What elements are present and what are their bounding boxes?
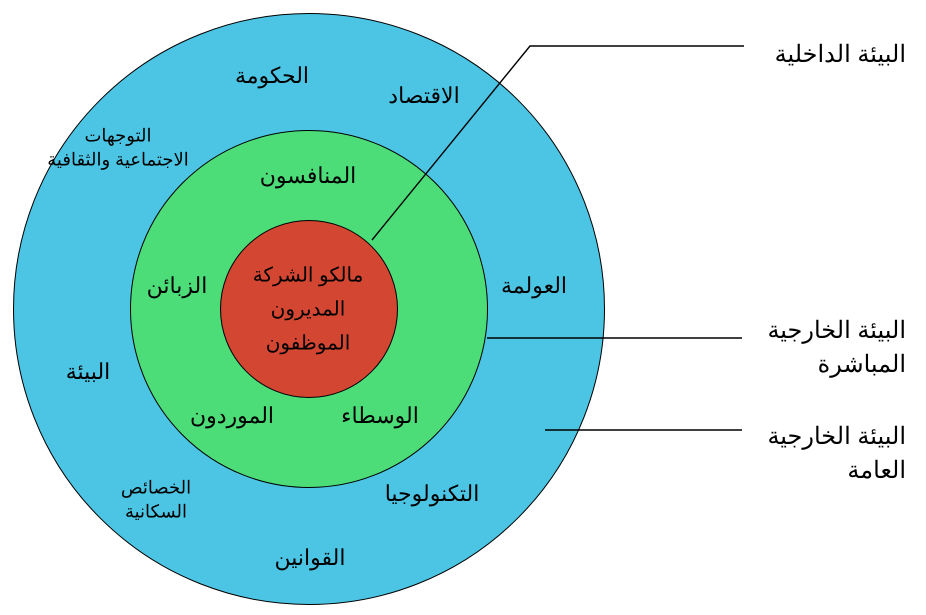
diagram-stage: مالكو الشركة المديرون الموظفون المنافسون…	[0, 0, 926, 615]
middle-label-customers: الزبائن	[147, 271, 208, 301]
legend-internal-env: البيئة الداخلية	[775, 38, 906, 72]
middle-label-competitors: المنافسون	[260, 161, 357, 191]
outer-label-government: الحكومة	[235, 61, 309, 91]
middle-label-intermediaries: الوسطاء	[341, 401, 419, 431]
inner-label-employees: الموظفون	[266, 331, 351, 358]
outer-label-social-trends: التوجهات الاجتماعية والثقافية	[47, 124, 188, 173]
outer-label-technology: التكنولوجيا	[385, 479, 480, 509]
outer-label-economy: الاقتصاد	[388, 81, 459, 111]
outer-label-globalization: العولمة	[501, 271, 567, 301]
inner-label-managers: المديرون	[271, 297, 346, 324]
inner-label-owners: مالكو الشركة	[253, 263, 364, 290]
outer-label-demographics: الخصائص السكانية	[121, 476, 191, 525]
legend-general-external: البيئة الخارجية العامة	[767, 420, 906, 487]
legend-direct-external: البيئة الخارجية المباشرة	[767, 314, 906, 381]
middle-label-suppliers: الموردون	[190, 401, 274, 431]
outer-label-environment: البيئة	[66, 357, 111, 387]
outer-label-laws: القوانين	[275, 543, 346, 573]
